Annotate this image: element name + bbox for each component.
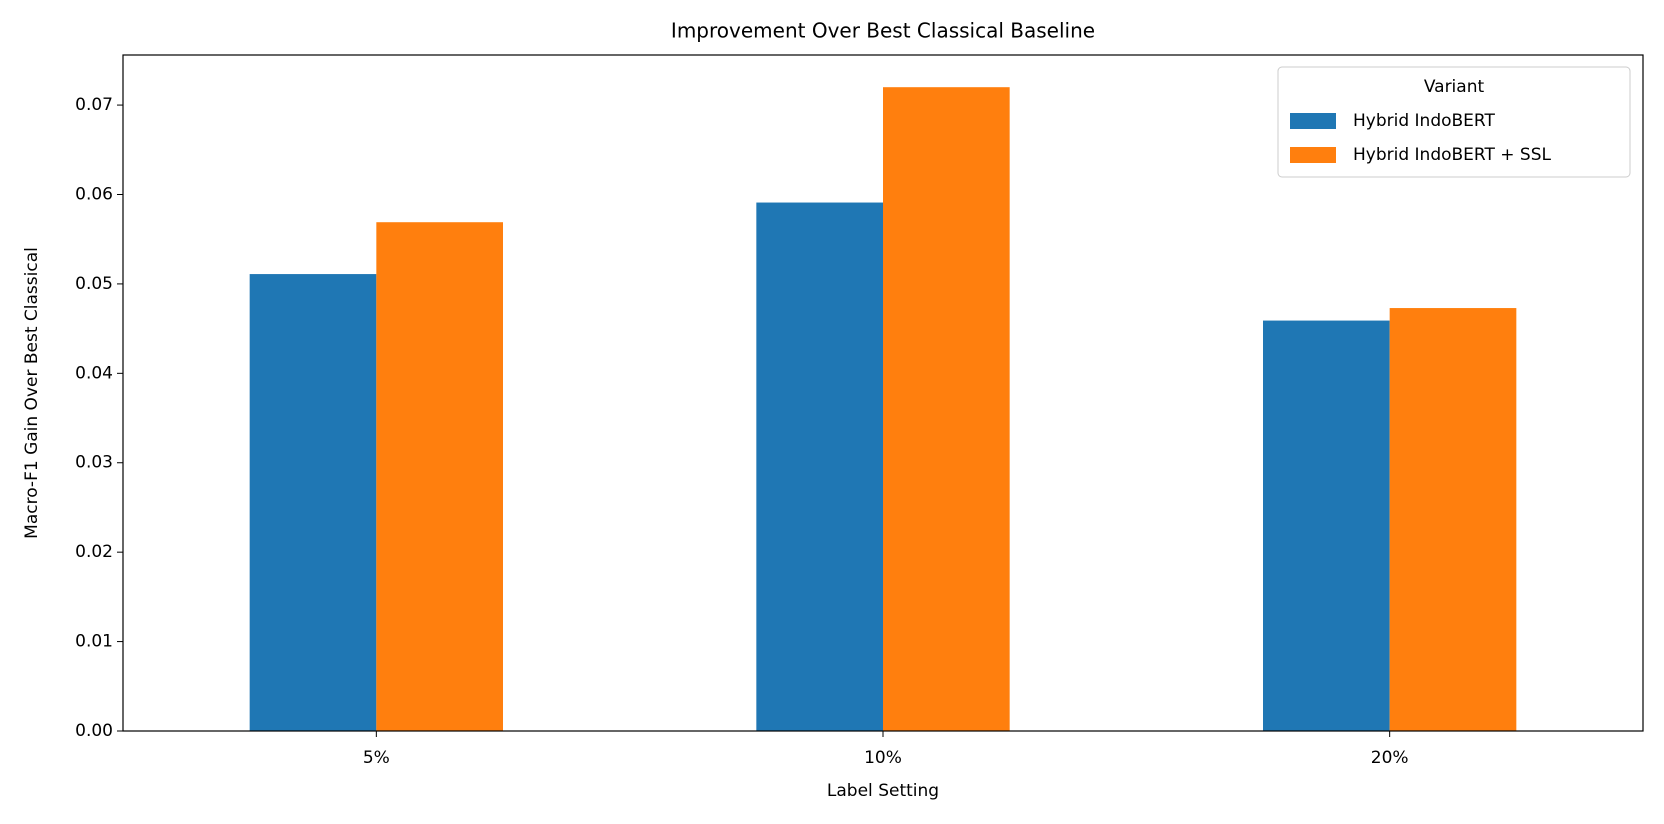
x-tick-label: 20% xyxy=(1371,748,1409,768)
legend-box xyxy=(1277,66,1631,178)
bar xyxy=(249,274,377,731)
y-tick-label: 0.00 xyxy=(75,721,113,741)
bar xyxy=(376,222,503,731)
bar xyxy=(756,202,883,732)
legend-title: Variant xyxy=(1424,77,1485,97)
bar xyxy=(883,87,1010,731)
y-axis-label: Macro-F1 Gain Over Best Classical xyxy=(22,247,42,539)
x-tick-label: 10% xyxy=(864,748,902,768)
legend-swatch xyxy=(1290,147,1336,163)
y-tick-label: 0.06 xyxy=(75,184,113,204)
y-tick-label: 0.07 xyxy=(75,95,113,115)
y-tick-label: 0.02 xyxy=(75,542,113,562)
y-tick-label: 0.05 xyxy=(75,274,113,294)
x-tick-label: 5% xyxy=(363,748,390,768)
y-tick-label: 0.04 xyxy=(75,363,113,383)
y-tick-label: 0.03 xyxy=(75,453,113,473)
chart-title: Improvement Over Best Classical Baseline xyxy=(671,19,1095,43)
bar xyxy=(1389,308,1517,731)
y-tick-label: 0.01 xyxy=(75,632,113,652)
bar xyxy=(1263,320,1390,731)
legend-label: Hybrid IndoBERT + SSL xyxy=(1353,145,1552,165)
x-axis-label: Label Setting xyxy=(827,781,939,801)
plot-frame xyxy=(122,54,1644,732)
legend-label: Hybrid IndoBERT xyxy=(1353,111,1496,131)
legend-swatch xyxy=(1290,113,1336,129)
